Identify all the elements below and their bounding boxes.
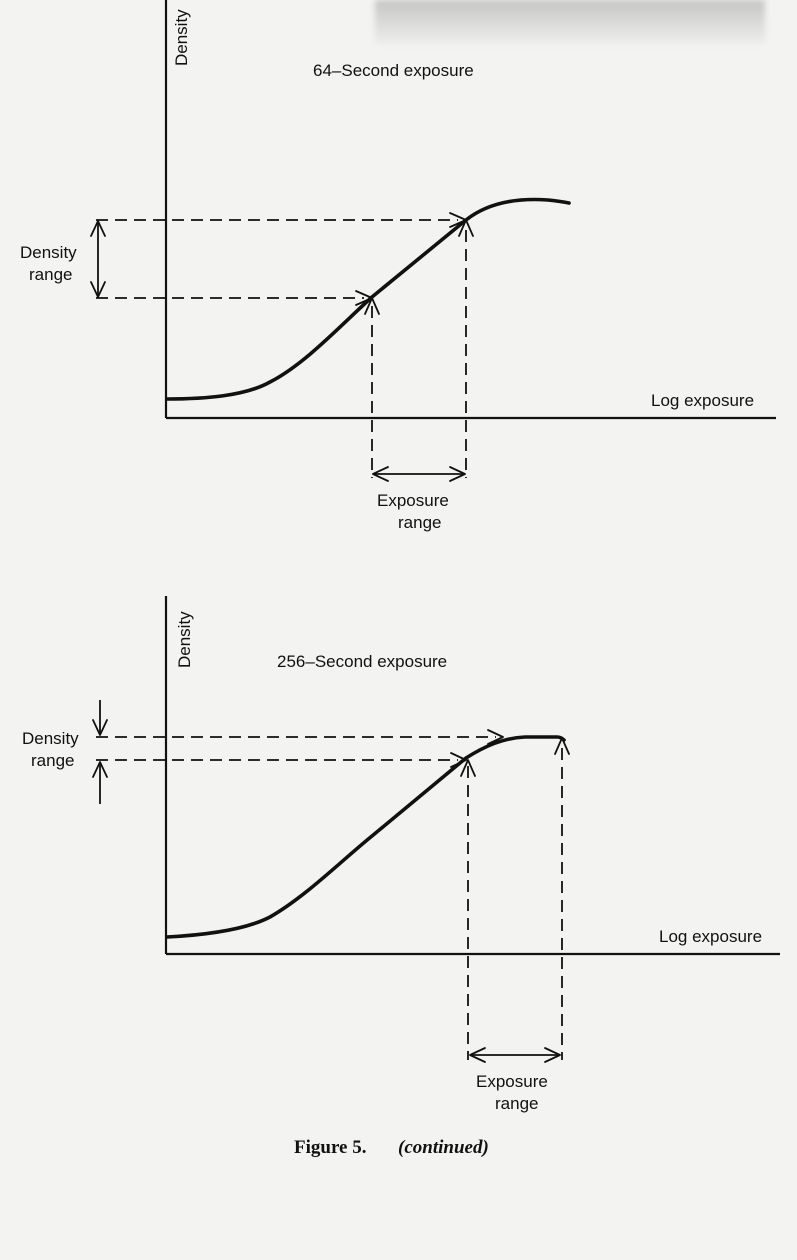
y-axis-label-bottom: Density	[175, 611, 194, 668]
figure-caption: Figure 5. (continued)	[294, 1137, 489, 1158]
panel-title-top: 64–Second exposure	[313, 61, 474, 80]
characteristic-curve-top	[165, 197, 571, 401]
arrowhead-down-icon	[92, 719, 108, 736]
arrowhead-down-icon	[90, 281, 106, 298]
exposure-range-label-top: Exposure range	[377, 491, 454, 532]
figure-number: Figure 5.	[294, 1137, 366, 1158]
arrowhead-left-icon	[372, 466, 389, 482]
arrowhead-up-icon	[554, 737, 570, 755]
panel-title-bottom: 256–Second exposure	[277, 652, 447, 671]
arrowhead-right-icon	[449, 466, 466, 482]
panel-64-second: Density 64–Second exposure Log exposure …	[20, 0, 776, 532]
x-axis-label-bottom: Log exposure	[659, 927, 762, 946]
arrowhead-up-icon	[460, 759, 476, 777]
arrowhead-left-icon	[469, 1047, 486, 1063]
x-axis-label-top: Log exposure	[651, 391, 754, 410]
arrowhead-right-icon	[544, 1047, 561, 1063]
panel-256-second: Density 256–Second exposure Log exposure…	[22, 596, 780, 1113]
arrowhead-up-icon	[92, 761, 108, 778]
scan-smudge	[375, 0, 765, 44]
arrowhead-up-icon	[364, 297, 380, 315]
y-axis-label-top: Density	[172, 9, 191, 66]
figure-note: (continued)	[398, 1137, 489, 1158]
arrowhead-right-icon	[450, 752, 467, 768]
arrowhead-up-icon	[90, 220, 106, 237]
exposure-range-label-bottom: Exposure range	[476, 1072, 553, 1113]
density-range-label-bottom: Density range	[22, 729, 83, 770]
characteristic-curve-bottom	[165, 735, 566, 939]
density-range-label-top: Density range	[20, 243, 81, 284]
arrowhead-right-icon	[487, 729, 504, 745]
arrowhead-up-icon	[458, 219, 474, 237]
